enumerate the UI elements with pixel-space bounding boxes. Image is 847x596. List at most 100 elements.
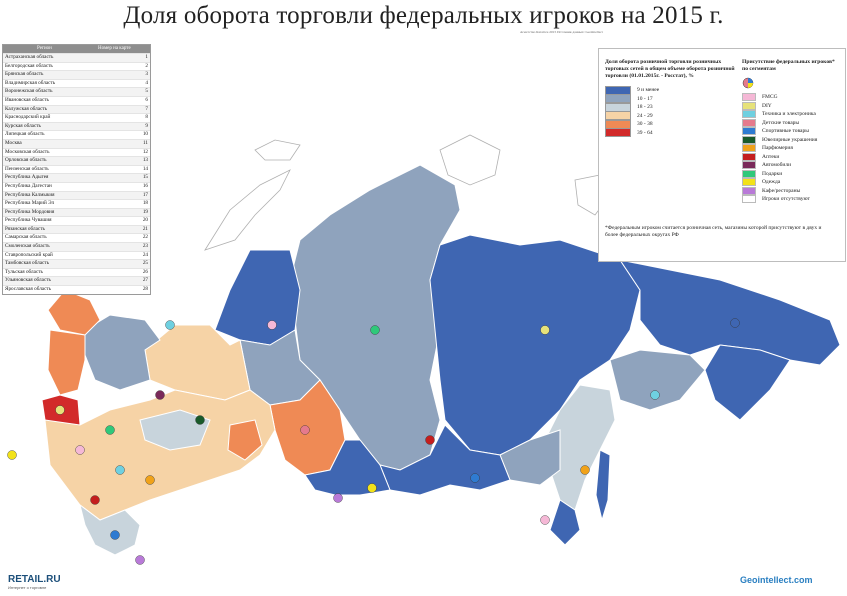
region-name: Ивановская область	[5, 96, 49, 103]
legend-segment-label: Кафе/рестораны	[762, 187, 801, 194]
region-name: Ульяновская область	[5, 277, 51, 284]
page-title: Доля оборота торговли федеральных игроко…	[123, 2, 724, 29]
legend-segment-label: Аптеки	[762, 153, 780, 160]
legend-segment-swatch	[742, 93, 756, 102]
region-central-grey	[139, 409, 211, 451]
region-name: Смоленская область	[5, 243, 50, 250]
legend-share-label: 30 - 38	[637, 121, 653, 128]
region-name: Республика Адыгея	[5, 174, 49, 181]
region-primorye	[549, 499, 581, 546]
region-name: Республика Калмыкия	[5, 191, 55, 198]
table-row: Республика Дагестан 16	[3, 181, 150, 191]
legend-segment-swatch	[742, 178, 756, 187]
table-row: Липецкая область 10	[3, 130, 150, 139]
legend-footnote: *Федеральным игроком считается розничная…	[605, 225, 822, 238]
region-name: Республика Мордовия	[5, 208, 55, 215]
legend-share-item: 18 - 23	[605, 102, 737, 112]
region-name: Воронежская область	[5, 88, 53, 95]
region-number: 9	[145, 122, 148, 129]
region-number-table: Регион Номер на карте Астраханская облас…	[2, 44, 151, 295]
table-row: Ярославская область 28	[3, 285, 150, 294]
region-number: 7	[145, 105, 148, 112]
legend-segment-item: Автомобили	[742, 161, 842, 170]
region-number: 24	[142, 251, 148, 258]
severnaya-zemlya	[439, 134, 501, 186]
region-name: Калужская область	[5, 105, 48, 112]
table-row: Москва 11	[3, 138, 150, 148]
region-number: 25	[142, 260, 148, 267]
legend-segment-label: FMCG	[762, 94, 778, 101]
table-header: Регион Номер на карте	[3, 45, 150, 53]
region-sakhalin	[595, 449, 611, 522]
legend-segments: Присутствие федеральных игроков* по сегм…	[742, 59, 842, 204]
legend-segment-label: Техника и электроника	[762, 111, 816, 118]
legend-segment-item: DIY	[742, 101, 842, 111]
table-row: Астраханская область 1	[3, 53, 150, 62]
legend-segment-item: Одежда	[742, 178, 842, 187]
legend-share-label: 9 и менее	[637, 87, 660, 94]
table-row: Смоленская область 23	[3, 242, 150, 251]
legend-segment-item: Кафе/рестораны	[742, 186, 842, 196]
legend-segment-item: Аптеки	[742, 152, 842, 162]
legend-share-label: 18 - 23	[637, 104, 653, 111]
table-row: Тамбовская область 25	[3, 259, 150, 268]
legend-share-label: 39 - 64	[637, 129, 653, 136]
table-row: Орловская область 13	[3, 156, 150, 165]
legend-segment-item: Парфюмерия	[742, 144, 842, 153]
legend-segments-title: Присутствие федеральных игроков* по сегм…	[742, 59, 835, 72]
legend-segment-swatch	[742, 110, 756, 119]
legend-segment-label: Ювелирные украшения	[762, 136, 818, 143]
region-name: Пензенская область	[5, 165, 49, 172]
region-name: Самарская область	[5, 234, 47, 241]
legend-segment-swatch	[742, 101, 756, 110]
region-name: Белгородская область	[5, 62, 53, 69]
region-name: Республика Чувашия	[5, 217, 52, 224]
region-number: 18	[142, 200, 148, 207]
region-number: 15	[142, 174, 148, 181]
region-name: Московская область	[5, 148, 50, 155]
novaya-zemlya	[204, 169, 291, 251]
region-number: 3	[145, 71, 148, 78]
legend-segment-swatch	[742, 186, 756, 195]
table-row: Пензенская область 14	[3, 164, 150, 174]
legend-segment-swatch	[742, 144, 756, 153]
region-name: Астраханская область	[5, 54, 54, 60]
legend-segment-swatch	[742, 118, 756, 127]
segment-pie-markers	[7, 318, 740, 565]
geointellect-logo: Geointellect.com	[740, 575, 813, 585]
legend-share-label: 10 - 17	[637, 95, 653, 102]
region-number: 27	[142, 277, 148, 284]
table-row: Курская область 9	[3, 121, 150, 131]
table-row: Воронежская область 5	[3, 87, 150, 96]
table-row: Белгородская область 2	[3, 61, 150, 71]
region-number: 28	[142, 286, 148, 293]
region-number: 17	[142, 191, 148, 198]
retail-logo: RETAIL.RU Интернет о торговле	[8, 574, 61, 590]
region-number: 13	[142, 157, 148, 164]
legend-segment-item: Игроки отсутствуют	[742, 195, 842, 204]
region-name: Орловская область	[5, 157, 47, 164]
legend-segment-item: FMCG	[742, 93, 842, 102]
region-number: 19	[142, 208, 148, 215]
region-name: Республика Дагестан	[5, 182, 52, 189]
legend-segment-swatch	[742, 195, 756, 204]
legend-segment-swatch	[742, 169, 756, 178]
table-row: Ставропольский край 24	[3, 250, 150, 260]
table-row: Республика Чувашия 20	[3, 216, 150, 225]
table-row: Республика Калмыкия 17	[3, 190, 150, 200]
region-yakutia	[429, 234, 641, 456]
legend-share-title: Доля оборота розничной торговли розничны…	[605, 59, 735, 79]
retail-logo-tag: Интернет о торговле	[8, 585, 47, 590]
region-name: Тамбовская область	[5, 260, 49, 267]
legend-segment-list: FMCG DIY Техника и электроника Детские това…	[742, 93, 842, 204]
legend-share: Доля оборота розничной торговли розничны…	[605, 59, 737, 138]
legend-segment-label: Подарки	[762, 170, 783, 177]
table-row: Рязанская область 21	[3, 224, 150, 234]
region-name: Тульская область	[5, 268, 43, 275]
table-row: Тульская область 26	[3, 267, 150, 277]
legend-swatch	[605, 128, 631, 138]
legend-segment-label: Игроки отсутствуют	[762, 196, 810, 203]
legend-share-item: 24 - 29	[605, 111, 737, 121]
table-row: Ивановская область 6	[3, 95, 150, 105]
